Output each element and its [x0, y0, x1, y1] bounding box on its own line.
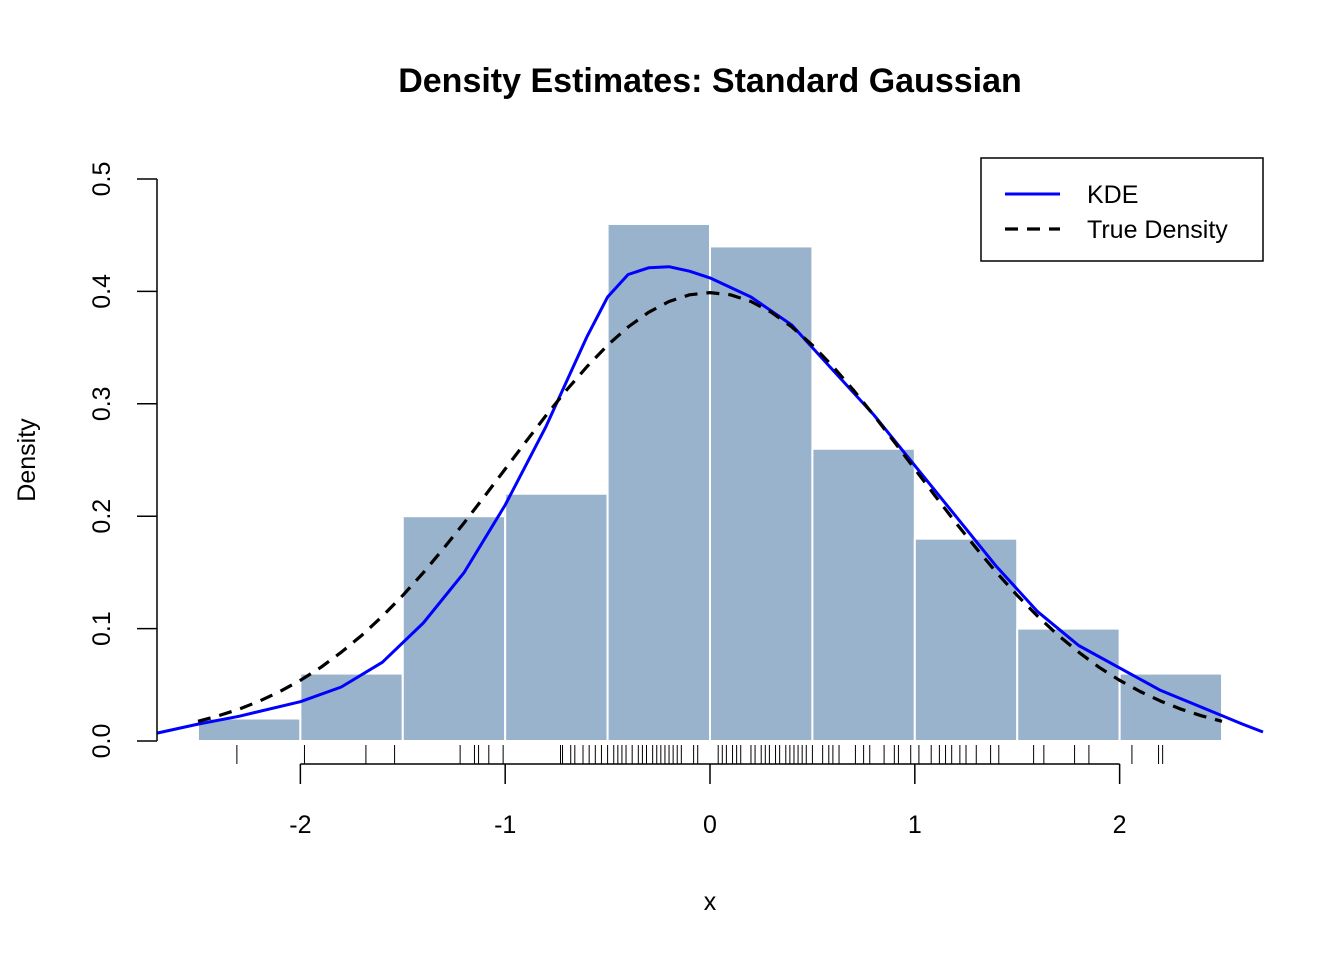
legend-label-true-density: True Density [1087, 216, 1228, 244]
y-axis: 0.0 0.1 0.2 0.3 0.4 0.5 [88, 162, 158, 759]
y-tick-label-0: 0.0 [88, 724, 116, 759]
histogram-bars [196, 222, 1224, 743]
histogram-bar-7 [913, 537, 1019, 742]
chart-title: Density Estimates: Standard Gaussian [398, 62, 1022, 100]
histogram-bar-8 [1016, 627, 1121, 742]
y-tick-label-1: 0.1 [88, 611, 116, 646]
histogram-bar-4 [606, 222, 711, 742]
histogram-bar-6 [811, 447, 916, 742]
x-tick-label-3: 1 [908, 811, 922, 839]
x-axis-label: x [704, 888, 717, 916]
y-tick-label-3: 0.3 [88, 386, 116, 421]
density-curves [156, 265, 1264, 735]
histogram-bar-5 [709, 245, 814, 742]
histogram-bar-2 [401, 515, 507, 743]
legend: KDE True Density [980, 157, 1264, 262]
y-tick-label-2: 0.2 [88, 499, 116, 534]
legend-box [980, 157, 1264, 262]
y-axis-label: Density [13, 418, 41, 502]
y-tick-label-4: 0.4 [88, 274, 116, 309]
x-tick-label-2: 0 [703, 811, 717, 839]
x-tick-label-1: -1 [494, 811, 516, 839]
x-tick-label-4: 2 [1113, 811, 1127, 839]
true-density-curve [197, 291, 1223, 723]
histogram-bar-1 [299, 672, 404, 742]
x-axis: -2 -1 0 1 2 [289, 763, 1127, 839]
rug-ticks [236, 745, 1164, 764]
histogram-bar-3 [504, 492, 609, 742]
y-tick-label-5: 0.5 [88, 162, 116, 197]
x-tick-label-0: -2 [289, 811, 311, 839]
histogram-bar-9 [1118, 672, 1224, 742]
kde-curve [156, 265, 1264, 735]
legend-label-kde: KDE [1087, 181, 1138, 209]
